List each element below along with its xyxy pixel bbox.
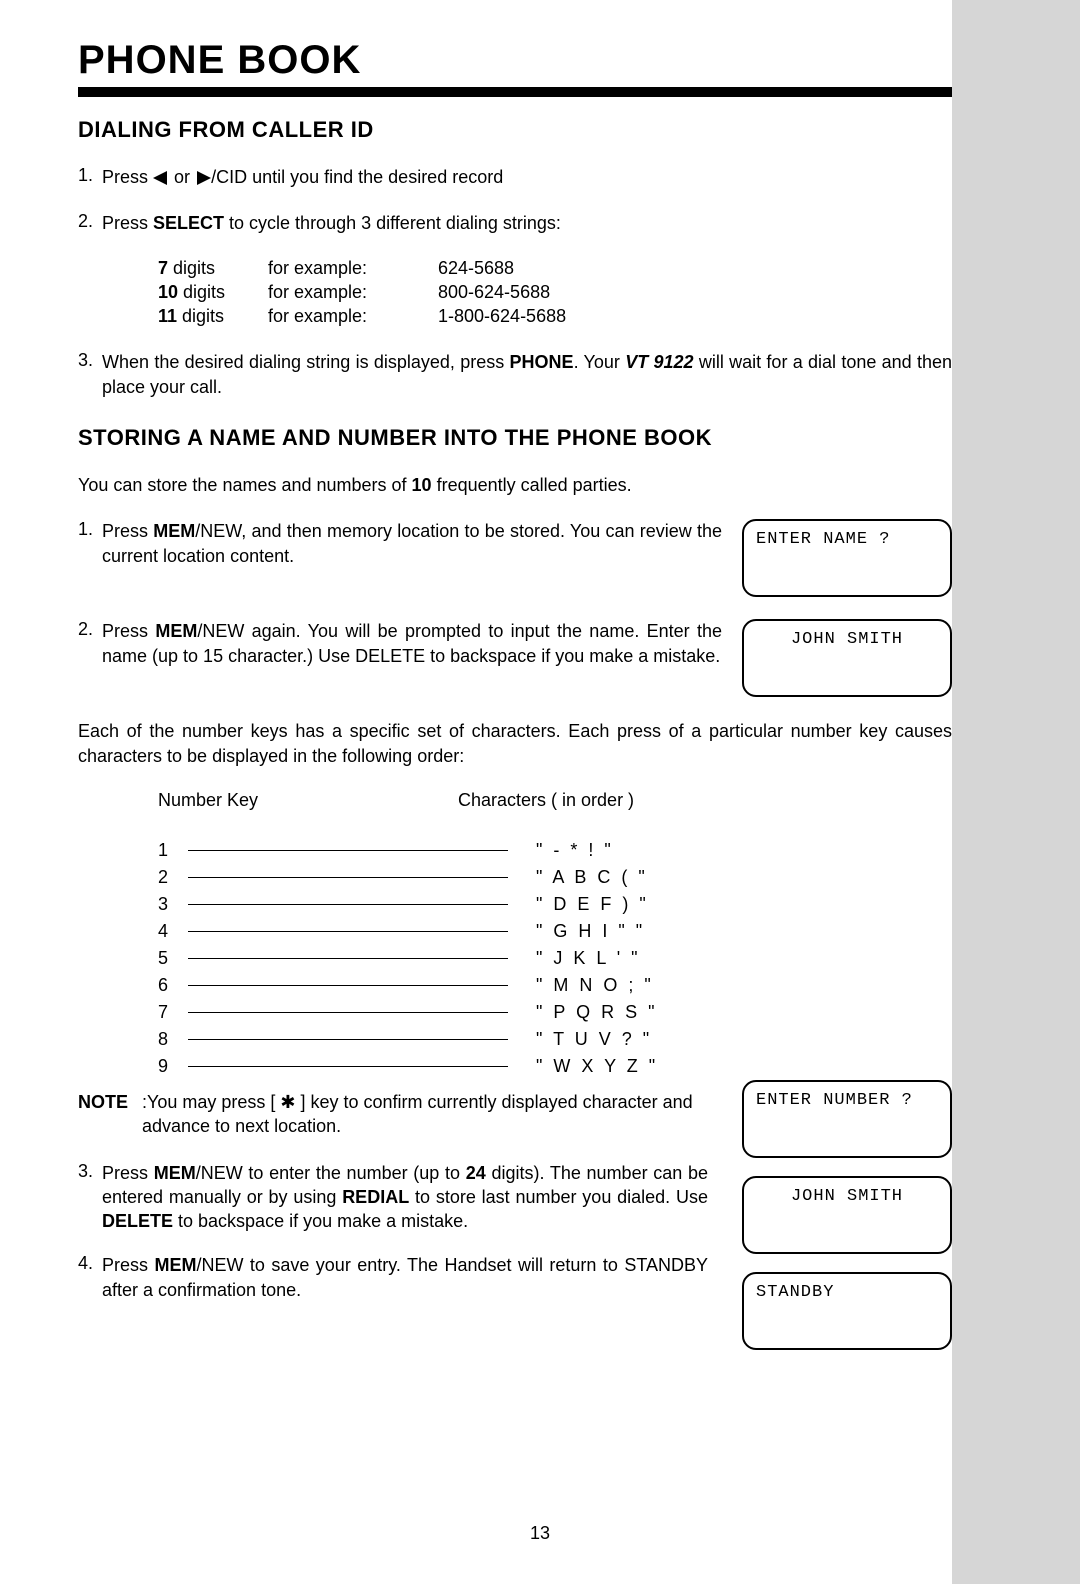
char-row: 9" W X Y Z " (158, 1053, 718, 1080)
char-row: 6" M N O ; " (158, 972, 718, 999)
s2-step3: 3. Press MEM/NEW to enter the number (up… (78, 1161, 708, 1234)
page-content: PHONE BOOK DIALING FROM CALLER ID 1. Pre… (78, 38, 952, 1400)
lcd-enter-number: ENTER NUMBER ? (742, 1080, 952, 1158)
gray-right-margin (952, 0, 1080, 1584)
char-row: 1" - * ! " (158, 837, 718, 864)
s1-step3: 3. When the desired dialing string is di… (78, 350, 952, 399)
lcd-john-smith-1: JOHN SMITH (742, 619, 952, 697)
char-row: 8" T U V ? " (158, 1026, 718, 1053)
s2-intro: You can store the names and numbers of 1… (78, 473, 952, 497)
char-header-1: Number Key (158, 790, 458, 811)
s2-step1-row: 1. Press MEM/NEW, and then memory locati… (78, 519, 952, 597)
lcd-standby: STANDBY (742, 1272, 952, 1350)
char-row: 5" J K L ' " (158, 945, 718, 972)
s1-step1: 1. Press or /CID until you find the desi… (78, 165, 952, 191)
char-row: 7" P Q R S " (158, 999, 718, 1026)
char-row: 4" G H I " " (158, 918, 718, 945)
char-intro: Each of the number keys has a specific s… (78, 719, 952, 768)
s2-step2-row: 2. Press MEM/NEW again. You will be prom… (78, 619, 952, 697)
digits-row: 10 digits for example: 800-624-5688 (158, 280, 952, 304)
char-header-2: Characters ( in order ) (458, 790, 718, 811)
digits-row: 7 digits for example: 624-5688 (158, 256, 952, 280)
s2-step4: 4. Press MEM/NEW to save your entry. The… (78, 1253, 708, 1302)
triangle-left-icon (153, 167, 169, 191)
s1-step2: 2. Press SELECT to cycle through 3 diffe… (78, 211, 952, 235)
page-title: PHONE BOOK (78, 38, 952, 83)
lcd-enter-name: ENTER NAME ? (742, 519, 952, 597)
section1-heading: DIALING FROM CALLER ID (78, 117, 952, 143)
title-rule (78, 87, 952, 97)
note: NOTE :You may press [ ✱ ] key to confirm… (78, 1090, 708, 1139)
char-table: Number Key Characters ( in order ) 1" - … (158, 790, 718, 1080)
digits-table: 7 digits for example: 624-5688 10 digits… (158, 256, 952, 329)
digits-row: 11 digits for example: 1-800-624-5688 (158, 304, 952, 328)
triangle-right-icon (195, 167, 211, 191)
section2-heading: STORING A NAME AND NUMBER INTO THE PHONE… (78, 425, 952, 451)
char-row: 3" D E F ) " (158, 891, 718, 918)
char-row: 2" A B C ( " (158, 864, 718, 891)
page-number: 13 (530, 1523, 550, 1544)
lcd-john-smith-2: JOHN SMITH (742, 1176, 952, 1254)
